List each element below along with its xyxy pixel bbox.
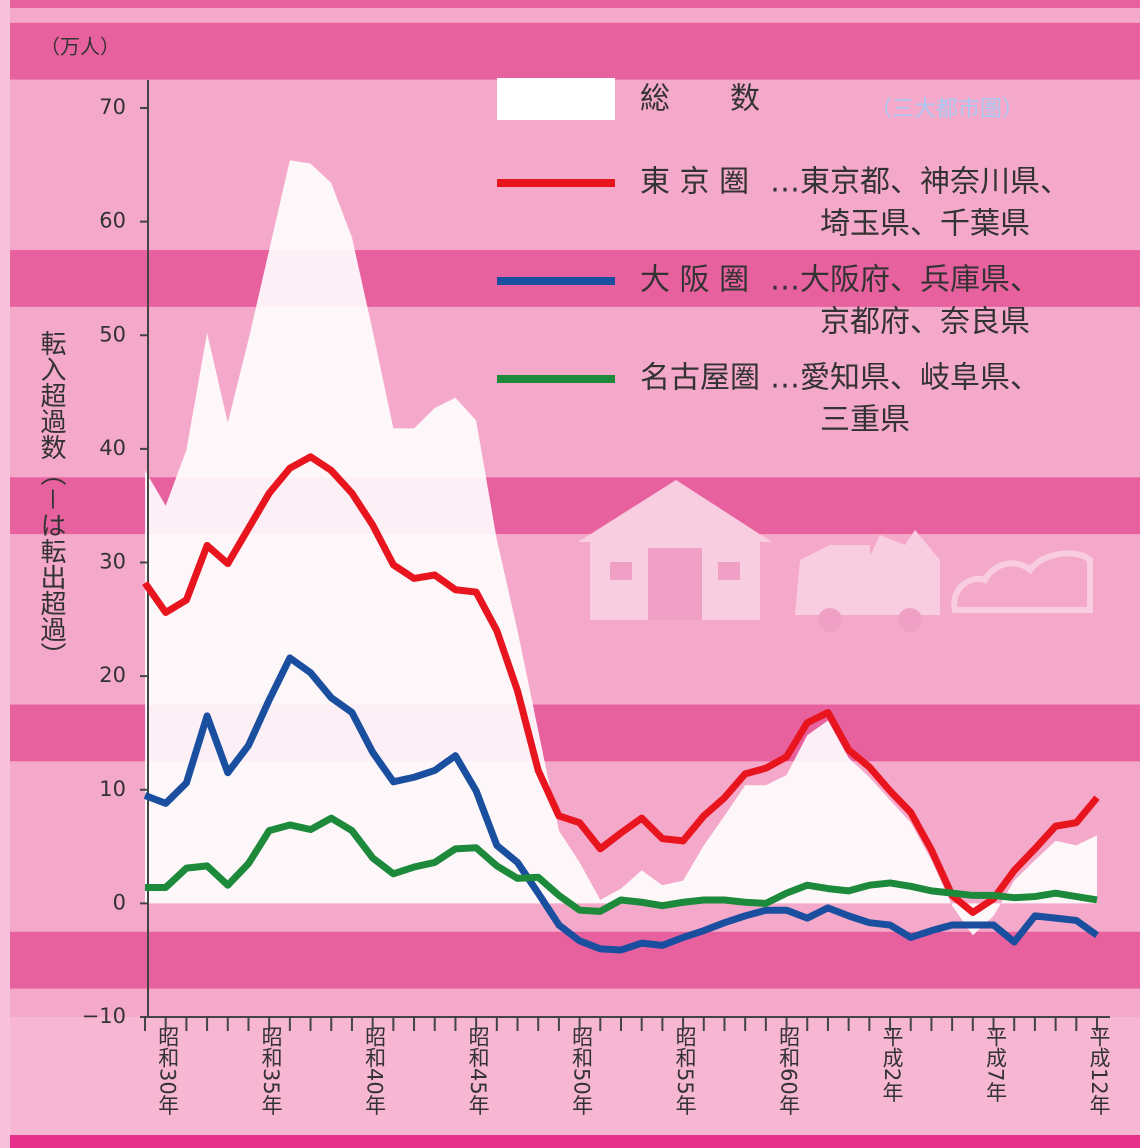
x-tick-label: 昭和40年 xyxy=(362,1026,387,1116)
legend-description: 埼玉県、千葉県 xyxy=(820,207,1030,242)
x-tick-label: 昭和60年 xyxy=(776,1026,801,1116)
legend-description: 三重県 xyxy=(820,403,910,438)
x-tick-label: 昭和50年 xyxy=(569,1026,594,1116)
x-tick-label: 平成2年 xyxy=(880,1026,905,1103)
bottom-border xyxy=(0,1135,1140,1148)
total-area xyxy=(145,160,1097,936)
legend-description: …東京都、神奈川県、 xyxy=(770,165,1070,200)
x-tick-label: 昭和55年 xyxy=(673,1026,698,1116)
y-tick-label: 60 xyxy=(99,209,126,233)
y-axis-label: 転入超過数（－は転出超過） xyxy=(36,330,66,669)
series-line xyxy=(143,654,1100,954)
series-line xyxy=(145,814,1098,915)
legend-label: 名古屋圏 xyxy=(640,361,760,396)
y-tick-label: 30 xyxy=(99,550,126,574)
y-tick-label: −10 xyxy=(82,1004,126,1028)
legend-label: 大 阪 圏 xyxy=(640,263,749,298)
left-border xyxy=(0,0,10,1148)
legend-description: …愛知県、岐阜県、 xyxy=(770,361,1040,396)
y-tick-label: 0 xyxy=(113,890,126,914)
legend-description: 京都府、奈良県 xyxy=(820,305,1030,340)
legend-label: 総 数 xyxy=(640,82,760,117)
y-tick-label: 70 xyxy=(99,95,126,119)
illustration xyxy=(578,480,1093,632)
x-tick-label: 昭和30年 xyxy=(155,1026,180,1116)
stripe xyxy=(10,0,1140,8)
stripe xyxy=(10,22,1140,80)
x-tick-label: 昭和45年 xyxy=(466,1026,491,1116)
y-tick-label: 40 xyxy=(99,436,126,460)
legend-description: …大阪府、兵庫県、 xyxy=(770,263,1040,298)
unit-label: （万人） xyxy=(40,35,120,59)
legend-swatch xyxy=(497,78,615,120)
x-tick-label: 昭和35年 xyxy=(259,1026,284,1116)
y-tick-label: 10 xyxy=(99,777,126,801)
plot: −10 0 10 20 30 40 50 60 70 xyxy=(82,80,1110,1031)
y-tick-label: 20 xyxy=(99,663,126,687)
annotation: （三大都市圏） xyxy=(870,97,1024,122)
x-tick-label: 平成7年 xyxy=(983,1026,1008,1103)
legend-label: 東 京 圏 xyxy=(640,165,749,200)
x-tick-label: 平成12年 xyxy=(1087,1026,1111,1116)
y-tick-label: 50 xyxy=(99,322,126,346)
x-label-band xyxy=(10,1017,1140,1135)
series-line xyxy=(142,453,1100,916)
